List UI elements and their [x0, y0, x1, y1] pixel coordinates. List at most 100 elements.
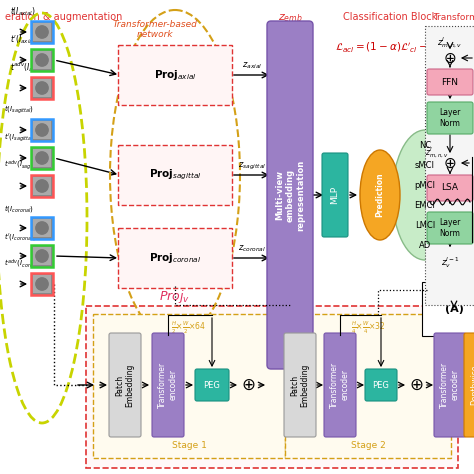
FancyBboxPatch shape	[285, 314, 451, 458]
Text: $\mathbf{Proj}_{coronal}$: $\mathbf{Proj}_{coronal}$	[149, 251, 201, 265]
Bar	[33, 121, 51, 139]
Text: $t'(I_{sagittal})$: $t'(I_{sagittal})$	[4, 132, 36, 144]
Text: $z_{sagittal}$: $z_{sagittal}$	[238, 160, 266, 172]
Text: Patch
Embedding: Patch Embedding	[290, 363, 310, 407]
Text: pMCI: pMCI	[414, 181, 436, 190]
Text: $t(I_{coronal})$: $t(I_{coronal})$	[4, 203, 34, 214]
Circle shape	[36, 124, 48, 136]
Text: $t(I_{axial})$: $t(I_{axial})$	[10, 6, 36, 18]
Text: sMCI: sMCI	[415, 161, 435, 170]
FancyBboxPatch shape	[425, 26, 474, 305]
Text: $t^{adv}(I_{sagittal})$: $t^{adv}(I_{sagittal})$	[4, 158, 44, 172]
Circle shape	[36, 82, 48, 94]
Text: $t(I_{sagittal})$: $t(I_{sagittal})$	[4, 104, 34, 116]
Text: $\oplus$: $\oplus$	[409, 376, 423, 394]
Circle shape	[36, 54, 48, 66]
Text: Transformer: Transformer	[433, 13, 474, 22]
FancyBboxPatch shape	[118, 145, 232, 205]
Text: EMCI: EMCI	[415, 201, 436, 210]
Text: MLP: MLP	[330, 186, 339, 204]
FancyBboxPatch shape	[118, 228, 232, 288]
Text: $z^l_{m,n,v}$: $z^l_{m,n,v}$	[438, 35, 463, 50]
Circle shape	[36, 26, 48, 38]
Text: $\mathit{Proj_v}$: $\mathit{Proj_v}$	[159, 288, 191, 305]
Circle shape	[36, 180, 48, 192]
Bar	[31, 245, 53, 267]
FancyBboxPatch shape	[152, 333, 184, 437]
Bar	[33, 219, 51, 237]
Text: $\frac{H}{2}{\times}\frac{W}{2}{\times}64$: $\frac{H}{2}{\times}\frac{W}{2}{\times}6…	[172, 320, 207, 336]
FancyBboxPatch shape	[324, 333, 356, 437]
Bar	[33, 51, 51, 69]
Bar	[31, 147, 53, 169]
Text: $z_{axial}$: $z_{axial}$	[242, 60, 262, 71]
Bar	[31, 175, 53, 197]
Text: Multi-view
embedding
representation: Multi-view embedding representation	[275, 159, 305, 231]
FancyBboxPatch shape	[427, 175, 473, 201]
Text: $\oplus$: $\oplus$	[443, 51, 456, 65]
FancyBboxPatch shape	[195, 369, 229, 401]
FancyBboxPatch shape	[464, 333, 474, 437]
Text: $\hat{z}^l_{m,n,v}$: $\hat{z}^l_{m,n,v}$	[425, 146, 448, 160]
FancyBboxPatch shape	[267, 21, 313, 369]
FancyBboxPatch shape	[427, 212, 473, 244]
Circle shape	[36, 152, 48, 164]
Text: PEG: PEG	[203, 381, 220, 390]
FancyBboxPatch shape	[284, 333, 316, 437]
FancyBboxPatch shape	[427, 69, 473, 95]
Text: $t'(I_{coronal})$: $t'(I_{coronal})$	[4, 231, 36, 242]
FancyBboxPatch shape	[86, 306, 458, 468]
Bar	[31, 217, 53, 239]
Bar	[31, 77, 53, 99]
Text: PEG: PEG	[373, 381, 390, 390]
Bar	[31, 273, 53, 295]
Text: LSA: LSA	[441, 183, 458, 192]
Text: $\mathcal{L}_{acl} = (1-\alpha)\mathcal{L}'_{cl} - \alpha\mathcal{L}$: $\mathcal{L}_{acl} = (1-\alpha)\mathcal{…	[335, 40, 445, 54]
Bar	[31, 119, 53, 141]
Text: NC: NC	[419, 140, 431, 149]
Text: $z_{emb}$: $z_{emb}$	[278, 12, 302, 24]
Text: Prediction: Prediction	[375, 173, 384, 217]
Text: Depthwise
Convolution: Depthwise Convolution	[470, 362, 474, 408]
FancyBboxPatch shape	[365, 369, 397, 401]
Bar	[33, 149, 51, 167]
Bar	[33, 23, 51, 41]
FancyBboxPatch shape	[434, 333, 466, 437]
Text: Transformer
encoder: Transformer encoder	[330, 362, 350, 408]
Bar	[33, 247, 51, 265]
Text: AD: AD	[419, 240, 431, 249]
FancyBboxPatch shape	[322, 153, 348, 237]
Text: $t'(I_{axial})$: $t'(I_{axial})$	[10, 34, 38, 46]
Text: FFN: FFN	[441, 78, 458, 86]
Text: (A): (A)	[445, 304, 464, 314]
FancyBboxPatch shape	[118, 45, 232, 105]
Circle shape	[36, 222, 48, 234]
Text: Stage 2: Stage 2	[351, 441, 385, 450]
Text: $\mathbf{Proj}_{axial}$: $\mathbf{Proj}_{axial}$	[154, 68, 196, 82]
Text: $z_{coronal}$: $z_{coronal}$	[238, 243, 266, 254]
Ellipse shape	[360, 150, 400, 240]
Text: Layer
Norm: Layer Norm	[439, 219, 461, 237]
Ellipse shape	[392, 130, 457, 260]
Text: Transformer-based
network: Transformer-based network	[112, 20, 198, 39]
Text: $\mathbf{Proj}_{sagittal}$: $\mathbf{Proj}_{sagittal}$	[149, 168, 201, 182]
Circle shape	[36, 278, 48, 290]
Text: Transformer
encoder: Transformer encoder	[440, 362, 460, 408]
FancyBboxPatch shape	[93, 314, 285, 458]
Bar	[31, 21, 53, 43]
FancyBboxPatch shape	[109, 333, 141, 437]
Text: $t^{adv}(I_{axial})$: $t^{adv}(I_{axial})$	[10, 60, 46, 74]
Text: Transformer
encoder: Transformer encoder	[158, 362, 178, 408]
Bar	[33, 79, 51, 97]
Bar	[31, 49, 53, 71]
Bar	[33, 275, 51, 293]
Text: Layer
Norm: Layer Norm	[439, 108, 461, 128]
Text: $t^{adv}(I_{coronal})$: $t^{adv}(I_{coronal})$	[4, 258, 44, 270]
Text: $\oplus$: $\oplus$	[443, 155, 456, 171]
Text: $\frac{H}{4}{\times}\frac{W}{4}{\times}32$: $\frac{H}{4}{\times}\frac{W}{4}{\times}3…	[351, 320, 385, 336]
Text: $z^{l-1}_v$: $z^{l-1}_v$	[441, 255, 459, 270]
FancyBboxPatch shape	[427, 102, 473, 134]
Bar	[33, 177, 51, 195]
Circle shape	[36, 250, 48, 262]
Text: Classification Block: Classification Block	[343, 12, 437, 22]
